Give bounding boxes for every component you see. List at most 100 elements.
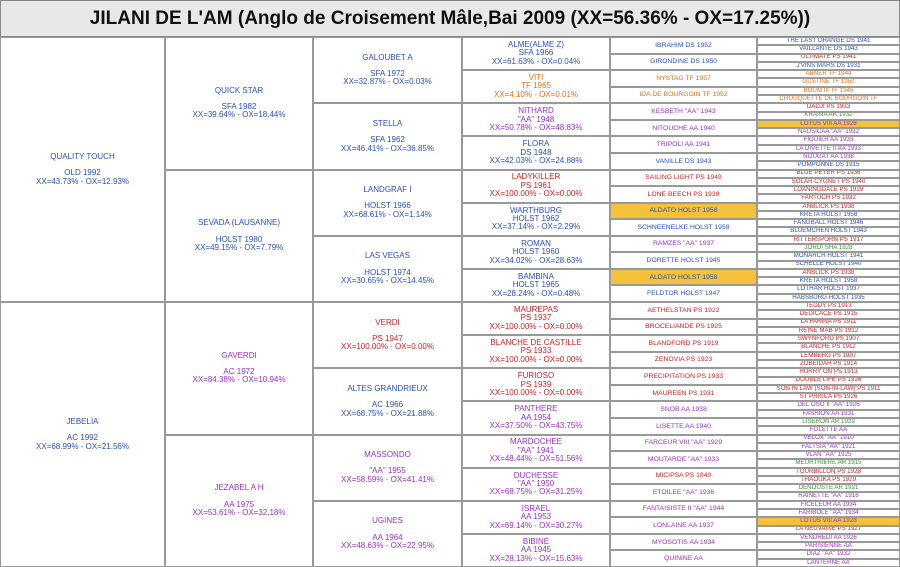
pedigree-cell: LADYKILLER PS 1961 XX=100.00% - OX=0.00% [462,169,610,203]
pedigree-cell: RITTERSPORN PS 1917 [757,235,900,245]
horse-name: MOUTARDE "AA" 1933 [647,455,720,463]
pedigree-cell: FANGBALL HOLST 1946 [757,219,900,228]
horse-name: JEBELIA [66,416,99,426]
pedigree-cell: BLUE PETER PS 1936 [757,169,900,178]
horse-detail: HOLST 1966 [364,201,411,211]
pedigree-cell: TEDDY PS 1913 [757,302,900,311]
horse-detail: XX=46.41% - OX=36.85% [341,143,434,153]
pedigree-cell: POMPONNE DS 1915 [757,161,900,170]
horse-detail: HOLST 1965 [512,280,560,290]
horse-name: RAMZES "AA" 1937 [652,240,715,248]
horse-detail: OLD 1992 [64,168,101,178]
horse-name: GIRONDINE DS 1950 [650,58,717,66]
horse-name: GAVERDI [221,350,257,360]
horse-name: LANTERNE AA [807,558,850,566]
pedigree-cell: LA DIVETTE II AA 1933 [757,144,900,153]
horse-name: BROCELIANDE PS 1925 [645,323,722,331]
pedigree-cell: PARISIENNE AA [757,542,900,551]
horse-name: NYSTAG TF 1957 [656,74,711,82]
pedigree-cell: DEDICACE PS 1915 [757,310,900,319]
pedigree-cell: MONARCH HOLST 1941 [757,252,900,261]
horse-detail: XX=28.24% - OX=0.48% [491,288,581,298]
horse-name: SON IN LAW (SON-IN-LAW) PS 1911 [776,384,881,392]
horse-detail: XX=42.03% - OX=24.88% [489,156,583,166]
horse-name: ALTES GRANDRIEUX [347,383,428,393]
pedigree-cell: BLANDFORD PS 1919 [610,335,757,352]
pedigree-cell: LA FARINA PS 1911 [757,318,900,327]
horse-detail: XX=100.00% - OX=0.00% [489,321,583,331]
pedigree-cell: DOUBLE LIFE PS 1926 [757,376,900,385]
pedigree-cell: FARTUCH PS 1932 [757,194,900,203]
horse-name: ROMAN [521,238,551,248]
horse-name: FURIOSO [517,371,555,381]
pedigree-cell: NAUSICAA "AA" 1932 [757,128,900,137]
horse-detail: AA 1964 [372,532,403,542]
horse-name: QUALITY TOUCH [50,151,115,161]
horse-detail: XX=100.00% - OX=0.00% [489,354,583,364]
pedigree-cell: SEVADA (LAUSANNE) HOLST 1980 XX=49.15% - O… [165,169,313,302]
pedigree-cell: LOTUS VIII AA 1928 [757,119,900,129]
horse-name: ETOILEE "AA" 1936 [652,488,715,496]
horse-name: MAUREPAS [513,304,559,314]
horse-detail: XX=100.00% - OX=0.00% [341,342,434,352]
pedigree-cell: LANTERNE AA [757,558,900,567]
horse-name: ABNER TF 1944 [805,70,852,78]
horse-name: DEL OSO II "AA" 1926 [797,401,860,409]
horse-name: NITOUCHE AA 1940 [652,124,715,132]
horse-name: FANTAISISTE II "AA" 1944 [642,505,725,513]
pedigree-cell: VERDI PS 1947 XX=100.00% - OX=0.00% [313,302,462,369]
horse-name: BLANCHE DE CASTILLE [490,338,582,348]
pedigree-cell: QUININE AA [610,550,757,567]
pedigree-cell: IBRAHIM DS 1952 [610,37,757,54]
horse-name: LA FARINA PS 1911 [800,318,857,326]
horse-name: BLUEMCHEN HOLST 1943 [790,227,867,235]
pedigree-cell: VENDREDI AA 1926 [757,533,900,543]
horse-detail: XX=50.78% - OX=48.83% [489,123,583,132]
horse-name: PRECIPITATION PS 1933 [643,372,724,380]
horse-name: MYOSOTIS AA 1934 [651,538,716,546]
pedigree-cell: LANDGRAF I HOLST 1966 XX=68.61% - OX=1.14% [313,169,462,236]
pedigree-cell: IDA DE BOURGOIN TF 1952 [610,86,757,104]
horse-name: LONE BEECH PS 1939 [647,190,720,198]
horse-detail: XX=68.61% - OX=1.14% [343,209,432,219]
pedigree-cell: DORETTE HOLST 1945 [610,252,757,269]
horse-name: ZENOVIA PS 1923 [654,356,713,364]
pedigree-cell: TOURBILLON PS 1928 [757,467,900,476]
pedigree-cell: DUCHESSE "AA" 1950 XX=68.75% - OX=31.25% [462,467,610,501]
pedigree-cell: FOLETTE AA [757,426,900,435]
horse-detail: XX=43.73% - OX=12.93% [36,176,129,186]
horse-name: AETHELSTAN PS 1922 [647,306,720,314]
horse-detail: XX=100.00% - OX=0.00% [489,388,583,397]
pedigree-cell: FIGUIER AA 1933 [757,136,900,145]
horse-detail: "AA" 1950 [517,478,555,488]
pedigree-cell: BLANCHE PS 1912 [757,343,900,352]
horse-name: PANTHERE [514,404,558,414]
horse-name: JEZABEL A H [214,483,264,493]
horse-detail: SFA 1962 [370,135,405,145]
pedigree-cell: MICIPSA PS 1940 [610,467,757,485]
horse-name: DOUBLE LIFE PS 1926 [795,376,862,384]
pedigree-grid: QUALITY TOUCH OLD 1992 XX=43.73% - OX=12.9… [0,37,900,567]
horse-detail: AA 1954 [520,412,552,422]
horse-detail: AA 1945 [520,545,552,555]
horse-name: NOUGAT AA 1938 [803,152,854,160]
horse-name: MAUREEN PS 1931 [652,389,715,397]
pedigree-cell: QUALITY TOUCH OLD 1992 XX=43.73% - OX=12.9… [0,37,165,302]
pedigree-cell: VITI TF 1965 XX=4.10% - OX=0.01% [462,70,610,104]
pedigree-cell: WARTHBURG HOLST 1962 XX=37.14% - OX=2.29% [462,202,610,236]
pedigree-cell: ETOILEE "AA" 1936 [610,484,757,501]
horse-name: LA DIVETTE II AA 1933 [795,144,861,152]
page-title: JILANI DE L'AM (Anglo de Croisement Mâle… [0,0,900,37]
pedigree-cell: FICELEUR AA 1934 [757,500,900,510]
horse-detail: DS 1948 [520,147,552,157]
pedigree-cell: LONLAINE AA 1937 [610,517,757,534]
horse-name: KRAINA AR 1932 [804,111,853,119]
horse-detail: PS 1937 [520,313,552,323]
pedigree-cell: VELOX "AA" 1910 [757,434,900,443]
horse-detail: AA 1975 [223,499,255,509]
horse-name: MONARCH HOLST 1941 [793,252,864,260]
pedigree-cell: NITHARD "AA" 1948 XX=50.78% - OX=48.83% [462,103,610,137]
horse-name: ULTIMATE PS 1941 [800,53,857,61]
horse-name: UGINES [372,516,403,526]
horse-name: JORDI SHA 1928 [804,244,853,251]
